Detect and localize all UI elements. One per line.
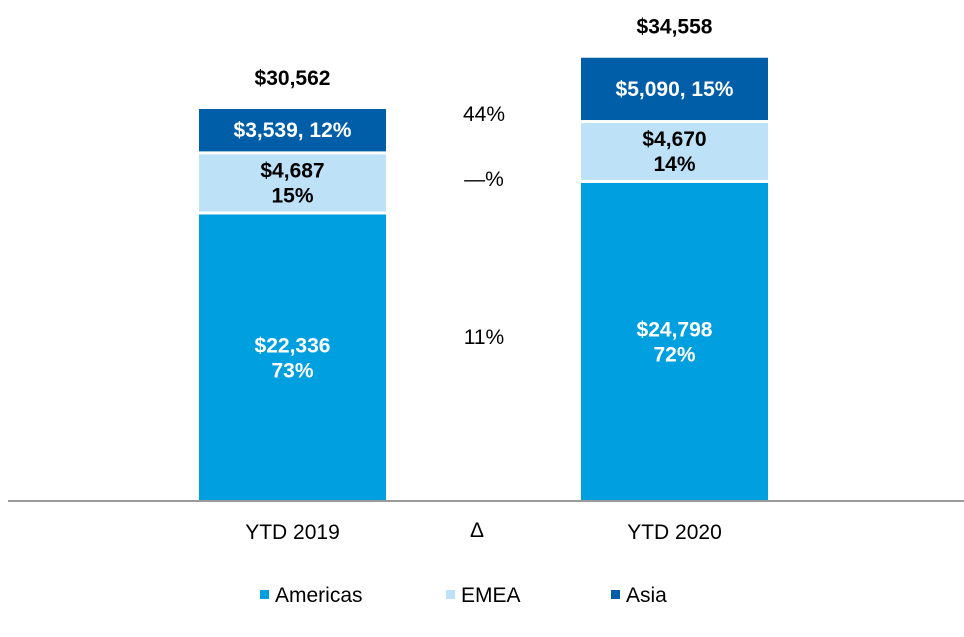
delta-label-asia: 44%	[463, 103, 505, 126]
bar-americas-2019	[199, 214, 386, 502]
bar-emea-2019	[199, 154, 386, 212]
totals-layer: $30,562 $34,558	[255, 16, 713, 90]
data-label-americas-2020-1: 72%	[653, 343, 695, 366]
total-label-2019: $30,562	[255, 67, 331, 90]
legend-label-asia: Asia	[626, 584, 667, 607]
category-label-2019: YTD 2019	[245, 521, 340, 544]
data-label-emea-2019-0: $4,687	[260, 159, 324, 182]
delta-label-americas: 11%	[464, 326, 504, 349]
legend-swatch-emea	[446, 590, 455, 599]
data-label-emea-2020-1: 14%	[653, 153, 695, 176]
bar-asia-2019	[199, 109, 386, 152]
category-label-2020: YTD 2020	[627, 521, 722, 544]
delta-label-emea: —%	[464, 168, 504, 191]
bars-layer	[199, 57, 768, 502]
legend-label-americas: Americas	[275, 584, 363, 607]
bar-emea-2020	[581, 123, 768, 180]
data-label-emea-2019-1: 15%	[271, 184, 313, 207]
delta-labels-layer: 11% —% 44%	[463, 103, 505, 349]
data-label-asia-2020-0: $5,090, 15%	[616, 78, 734, 101]
legend: Americas EMEA Asia	[260, 584, 667, 607]
total-label-2020: $34,558	[637, 16, 713, 39]
data-label-americas-2020-0: $24,798	[637, 318, 713, 341]
legend-swatch-americas	[260, 590, 269, 599]
data-label-americas-2019-0: $22,336	[255, 334, 331, 357]
legend-label-emea: EMEA	[461, 584, 521, 607]
data-label-americas-2019-1: 73%	[271, 359, 313, 382]
category-label-delta: Δ	[470, 519, 484, 542]
category-labels-layer: YTD 2019 YTD 2020 Δ	[245, 519, 722, 544]
bar-americas-2020	[581, 182, 768, 502]
data-label-emea-2020-0: $4,670	[642, 128, 706, 151]
bar-asia-2020	[581, 57, 768, 121]
legend-swatch-asia	[611, 590, 620, 599]
data-label-asia-2019-0: $3,539, 12%	[234, 119, 352, 142]
